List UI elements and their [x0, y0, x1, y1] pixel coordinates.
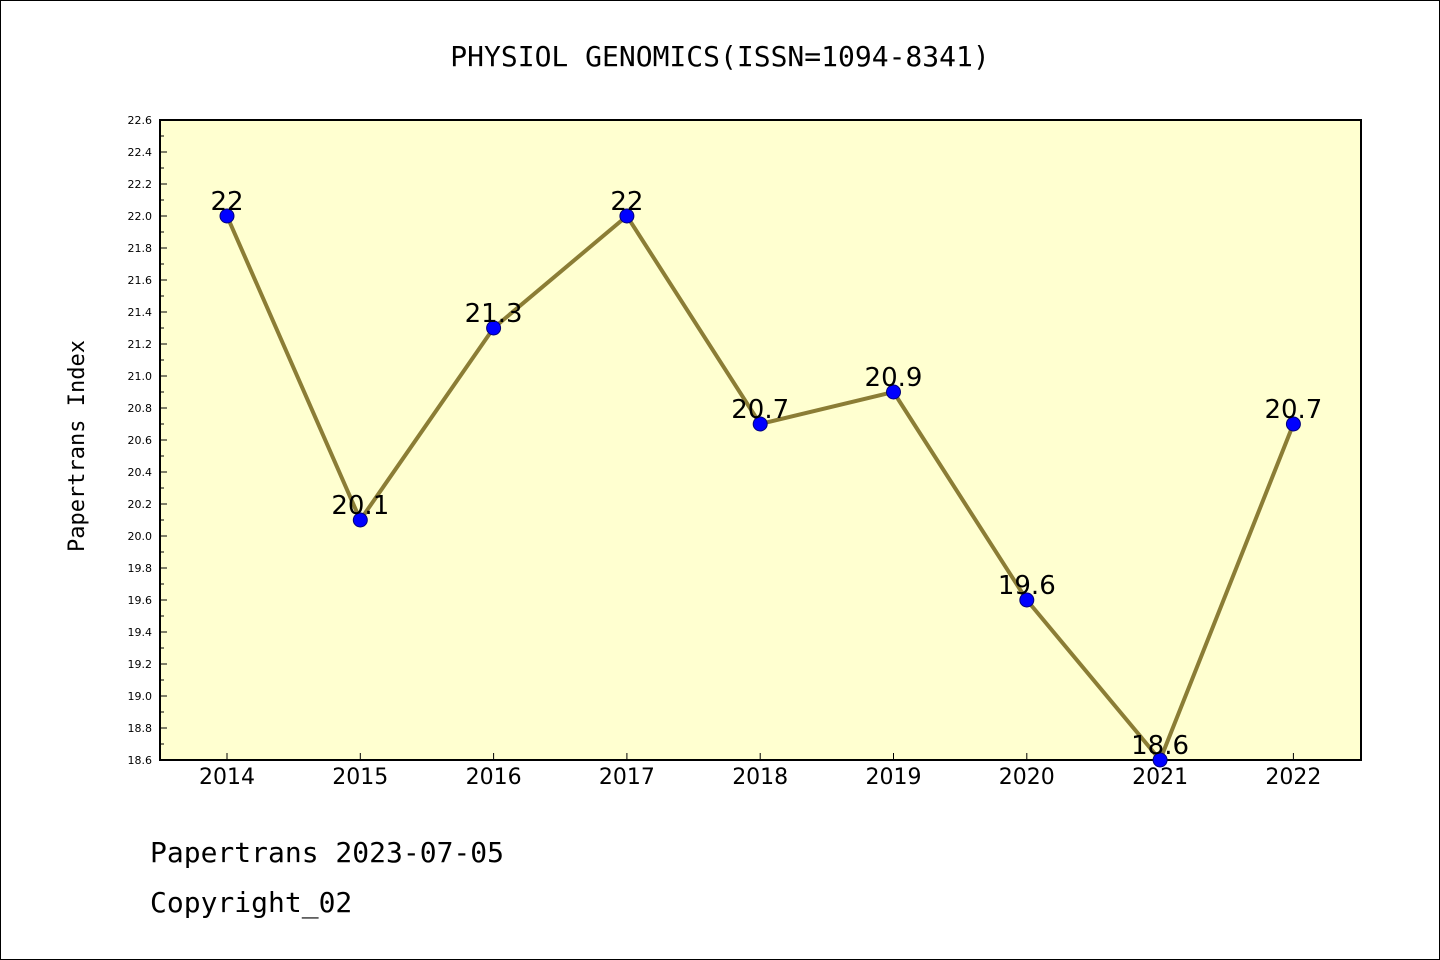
data-point	[486, 320, 502, 336]
y-tick-label: 21.8	[128, 242, 153, 255]
y-tick-label: 19.6	[128, 594, 153, 607]
x-tick-label: 2022	[1265, 765, 1321, 790]
y-tick-label: 19.0	[128, 690, 153, 703]
y-tick-label: 21.0	[128, 370, 153, 383]
data-label: 21.3	[465, 299, 523, 329]
x-tick-label: 2015	[332, 765, 388, 790]
data-point	[1152, 752, 1168, 768]
y-tick-label: 19.4	[128, 626, 153, 639]
x-tick-label: 2018	[732, 765, 788, 790]
x-tick-label: 2014	[199, 765, 255, 790]
data-point	[752, 416, 768, 432]
data-point	[886, 384, 901, 400]
y-tick-label: 19.8	[128, 562, 153, 575]
y-tick-label: 21.4	[128, 306, 153, 319]
y-tick-label: 22.0	[128, 210, 153, 223]
data-point	[1285, 416, 1301, 432]
data-label: 20.7	[731, 395, 789, 425]
y-tick-label: 21.2	[128, 338, 153, 351]
data-point	[1019, 592, 1035, 608]
data-label: 20.1	[331, 491, 389, 521]
footer-copyright: Copyright_02	[150, 886, 353, 919]
data-labels: 22 20.1 21.3 22 20.7 20.9 19.6 18.6 20.7	[210, 187, 1322, 761]
y-tick-label: 18.8	[128, 722, 153, 735]
x-tick-label: 2020	[999, 765, 1055, 790]
data-label: 18.6	[1131, 731, 1189, 761]
data-label: 22	[610, 187, 643, 217]
y-axis-label: Papertrans Index	[65, 340, 90, 552]
data-point	[619, 208, 635, 224]
y-tick-label: 18.6	[128, 754, 153, 767]
x-tick-label: 2021	[1132, 765, 1188, 790]
chart-title: PHYSIOL GENOMICS(ISSN=1094-8341)	[450, 40, 989, 73]
y-tick-label: 19.2	[128, 658, 153, 671]
y-tick-label: 20.6	[128, 434, 153, 447]
y-axis: 18.6 18.8 19.0 19.2 19.4 19.6 19.8 20.0 20.2 20.4…	[128, 114, 167, 767]
y-tick-label: 20.8	[128, 402, 153, 415]
x-tick-label: 2017	[599, 765, 655, 790]
data-label: 20.9	[865, 363, 923, 393]
series-markers	[219, 208, 1301, 768]
y-tick-label: 22.6	[128, 114, 153, 127]
data-point	[352, 512, 368, 528]
x-tick-label: 2019	[866, 765, 922, 790]
footer-date: Papertrans 2023-07-05	[150, 836, 505, 869]
y-tick-label: 20.4	[128, 466, 153, 479]
x-tick-label: 2016	[466, 765, 522, 790]
y-tick-label: 22.4	[128, 146, 153, 159]
data-label: 19.6	[998, 571, 1056, 601]
data-label: 22	[210, 187, 243, 217]
plot-area	[159, 119, 1362, 761]
data-label: 20.7	[1264, 395, 1322, 425]
data-point	[219, 208, 235, 224]
y-tick-label: 21.6	[128, 274, 153, 287]
x-axis: 2014 2015 2016 2017 2018 2019 2020 2021 2022	[199, 753, 1321, 790]
y-tick-label: 20.0	[128, 530, 153, 543]
y-tick-label: 20.2	[128, 498, 153, 511]
y-tick-label: 22.2	[128, 178, 153, 191]
